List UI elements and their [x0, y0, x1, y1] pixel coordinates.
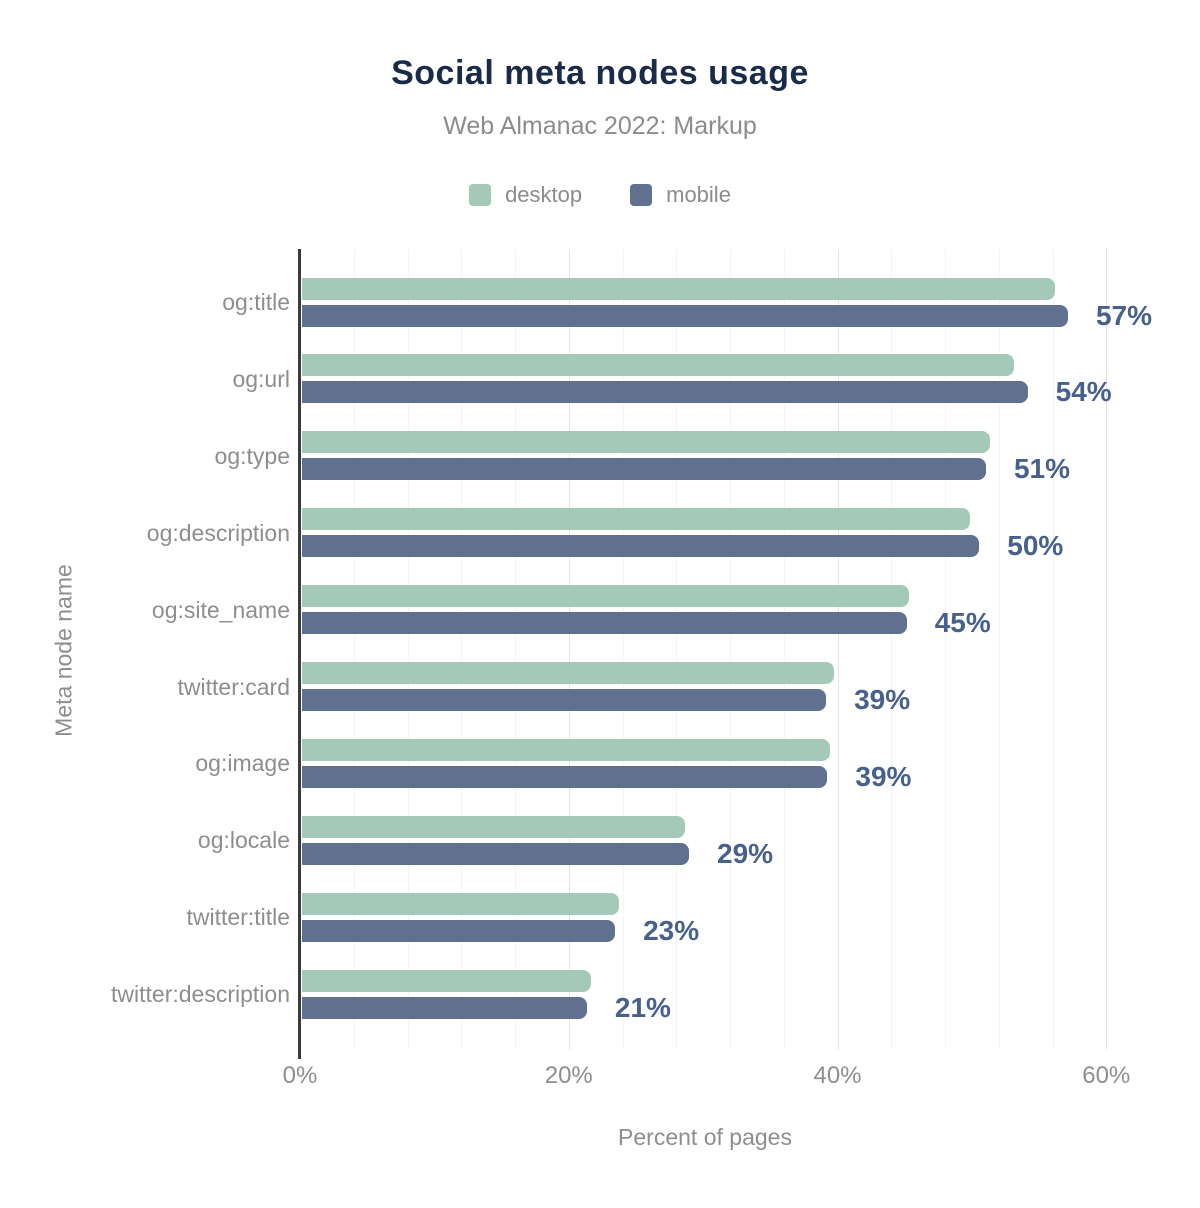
legend-swatch-icon: [630, 184, 653, 206]
minor-gridline: [622, 249, 624, 1050]
minor-gridline: [891, 249, 893, 1050]
bar-desktop: [302, 277, 1055, 300]
minor-gridline: [353, 249, 355, 1050]
bar-mobile: [302, 458, 986, 481]
category-label: twitter:card: [177, 673, 290, 700]
value-label: 51%: [1013, 453, 1071, 485]
legend: desktop mobile: [0, 182, 1200, 208]
value-label: 54%: [1055, 376, 1112, 408]
legend-swatch-icon: [469, 184, 492, 206]
x-tick-label: 40%: [813, 1062, 862, 1089]
minor-gridline: [676, 249, 678, 1050]
category-label: og:image: [195, 750, 290, 777]
major-gridline: [568, 249, 570, 1050]
bar-mobile: [302, 689, 827, 711]
x-axis-title: Percent of pages: [618, 1124, 792, 1150]
bar-mobile: [302, 535, 980, 558]
legend-label: mobile: [666, 182, 731, 207]
minor-gridline: [461, 249, 463, 1050]
category-label: og:type: [214, 442, 290, 469]
bar-desktop: [302, 892, 620, 915]
bar-desktop: [302, 815, 685, 838]
value-label: 50%: [1007, 530, 1064, 562]
category-label: twitter:description: [111, 981, 290, 1008]
bar-mobile: [302, 612, 907, 635]
category-label: og:site_name: [151, 596, 290, 623]
x-tick-label: 20%: [544, 1062, 593, 1089]
plot-area: 57% 54% 51% 50% 45% 39% 39% 29% 23% 21%: [300, 249, 1160, 1050]
minor-gridline: [515, 249, 516, 1050]
value-label: 23%: [643, 914, 700, 946]
legend-label: desktop: [505, 182, 583, 207]
legend-item-mobile[interactable]: mobile: [630, 182, 731, 208]
minor-gridline: [945, 249, 946, 1050]
x-tick-label: 0%: [282, 1062, 318, 1089]
major-gridline: [1106, 249, 1108, 1050]
minor-gridline: [730, 249, 731, 1050]
minor-gridline: [1052, 249, 1054, 1050]
category-label: og:description: [146, 519, 290, 546]
minor-gridline: [407, 249, 409, 1050]
minor-gridline: [783, 249, 785, 1050]
bar-mobile: [302, 919, 616, 942]
value-label: 39%: [855, 760, 912, 792]
bar-desktop: [302, 508, 970, 531]
chart-subtitle: Web Almanac 2022: Markup: [443, 112, 757, 140]
category-label: twitter:title: [186, 904, 290, 931]
y-axis-line: [298, 249, 301, 1059]
bar-mobile: [302, 842, 689, 865]
value-label: 45%: [934, 607, 991, 639]
minor-gridline: [998, 249, 1000, 1050]
bar-desktop: [302, 585, 910, 608]
category-label: og:locale: [197, 827, 290, 854]
bar-desktop: [302, 662, 835, 684]
bar-mobile: [302, 304, 1068, 327]
value-label: 29%: [717, 837, 774, 869]
bar-desktop: [302, 738, 831, 761]
bar-desktop: [302, 431, 990, 454]
x-tick-label: 60%: [1082, 1062, 1131, 1089]
bar-mobile: [302, 996, 587, 1019]
category-label: og:title: [222, 289, 290, 315]
major-gridline: [837, 249, 839, 1050]
bar-mobile: [302, 765, 828, 788]
value-label: 21%: [614, 991, 671, 1023]
chart-title: Social meta nodes usage: [391, 54, 809, 92]
value-label: 57%: [1095, 299, 1152, 331]
bar-desktop: [302, 969, 591, 992]
bar-mobile: [302, 381, 1028, 404]
bar-desktop: [302, 354, 1015, 377]
category-label: og:url: [232, 365, 290, 392]
value-label: 39%: [854, 684, 911, 715]
legend-item-desktop[interactable]: desktop: [469, 182, 582, 208]
y-axis-title: Meta node name: [50, 564, 77, 737]
